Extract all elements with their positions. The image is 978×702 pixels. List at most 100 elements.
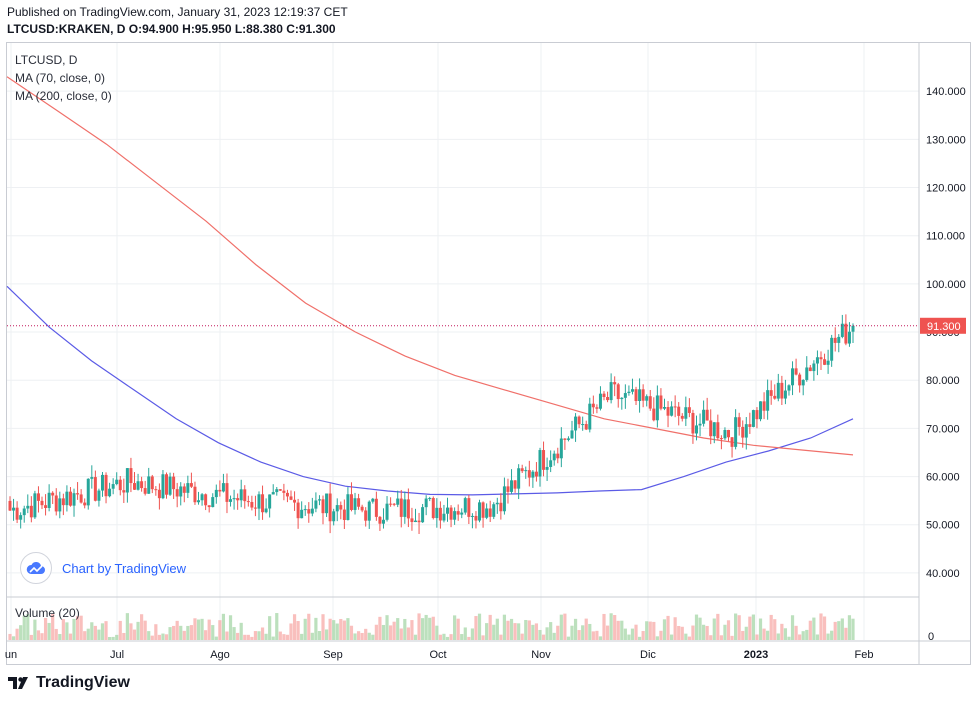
volume-bar [257, 631, 261, 640]
volume-bar [243, 634, 247, 640]
candle-body [549, 460, 553, 467]
candle-body [200, 494, 204, 501]
volume-bar [830, 630, 834, 640]
candle-body [574, 416, 578, 431]
candle-body [232, 498, 236, 500]
candle-body [755, 410, 759, 420]
volume-bar [730, 635, 734, 640]
volume-bar [684, 633, 688, 640]
volume-bar [776, 633, 780, 640]
candle-body [581, 424, 585, 426]
candle-body [609, 382, 613, 401]
x-tick-label: Feb [855, 649, 874, 661]
candle-body [627, 391, 631, 394]
volume-bar [90, 622, 94, 640]
volume-bar [342, 620, 346, 640]
candle-body [616, 384, 620, 400]
volume-bar [111, 636, 115, 640]
tradingview-logo-icon [8, 677, 28, 689]
candle-body [598, 393, 602, 409]
candle-body [751, 410, 755, 427]
candle-body [510, 480, 514, 492]
volume-bar [136, 621, 140, 640]
candle-body [381, 519, 385, 524]
candle-body [321, 499, 325, 514]
volume-bar [250, 636, 254, 640]
y-tick-label: 100.000 [926, 279, 966, 291]
volume-bar [609, 613, 613, 640]
candle-body [698, 423, 702, 426]
candle-body [438, 507, 442, 521]
volume-bar [107, 636, 112, 640]
candle-body [791, 368, 795, 386]
candle-body [460, 512, 464, 515]
candle-body [271, 492, 275, 495]
volume-bar [659, 630, 663, 640]
volume-bar [552, 632, 556, 640]
candle-body [502, 486, 506, 512]
candle-body [413, 520, 417, 523]
volume-bar [268, 616, 272, 640]
candle-body [332, 511, 336, 522]
volume-bar [545, 627, 549, 640]
volume-bar [847, 615, 852, 640]
volume-bar [790, 615, 795, 640]
candle-body [90, 477, 94, 479]
volume-bar [449, 634, 453, 640]
volume-bar [115, 634, 119, 640]
candle-body [606, 397, 610, 401]
candle-body [378, 516, 382, 524]
candle-body [293, 499, 297, 503]
candle-body [385, 503, 389, 520]
volume-bar [499, 634, 503, 640]
candle-body [325, 493, 329, 514]
volume-bar [673, 617, 677, 640]
candle-body [630, 389, 634, 392]
candle-body [662, 407, 666, 409]
candle-body [15, 507, 19, 520]
candle-body [634, 389, 638, 402]
candle-body [776, 382, 780, 399]
volume-bar [798, 634, 802, 640]
candle-body [673, 406, 677, 408]
volume-bar [837, 621, 841, 640]
attribution[interactable]: Chart by TradingView [20, 552, 186, 584]
volume-bar [413, 634, 418, 640]
volume-bar [324, 629, 329, 640]
candle-body [773, 395, 777, 399]
volume-bar [239, 622, 243, 640]
volume-bar [122, 632, 126, 640]
volume-bar [666, 615, 670, 640]
candle-body [221, 483, 225, 492]
candle-body [93, 477, 97, 501]
volume-bar [236, 632, 240, 640]
volume-bar [392, 621, 396, 640]
volume-bar [65, 622, 69, 640]
volume-bar [11, 636, 16, 640]
volume-bar [417, 613, 421, 640]
candle-body [780, 382, 784, 399]
volume-bar [748, 616, 752, 640]
volume-bar [801, 631, 805, 640]
candle-body [499, 502, 503, 512]
volume-bar [495, 618, 499, 640]
volume-bar [694, 614, 699, 640]
candle-body [638, 389, 642, 402]
volume-bar [815, 634, 820, 640]
volume-bar [246, 634, 250, 640]
volume-bar [549, 622, 553, 640]
volume-bar [47, 622, 51, 640]
volume-bar [485, 623, 489, 640]
volume-bar [214, 636, 218, 640]
candle-body [478, 502, 482, 521]
candle-body [431, 498, 435, 519]
candle-body [677, 406, 681, 416]
volume-bar [662, 619, 667, 640]
candle-body [670, 406, 674, 416]
volume-bar [8, 633, 12, 640]
candle-body [563, 438, 567, 440]
candle-body [349, 494, 353, 510]
footer-logo[interactable]: TradingView [8, 674, 130, 692]
candle-body [22, 508, 26, 516]
